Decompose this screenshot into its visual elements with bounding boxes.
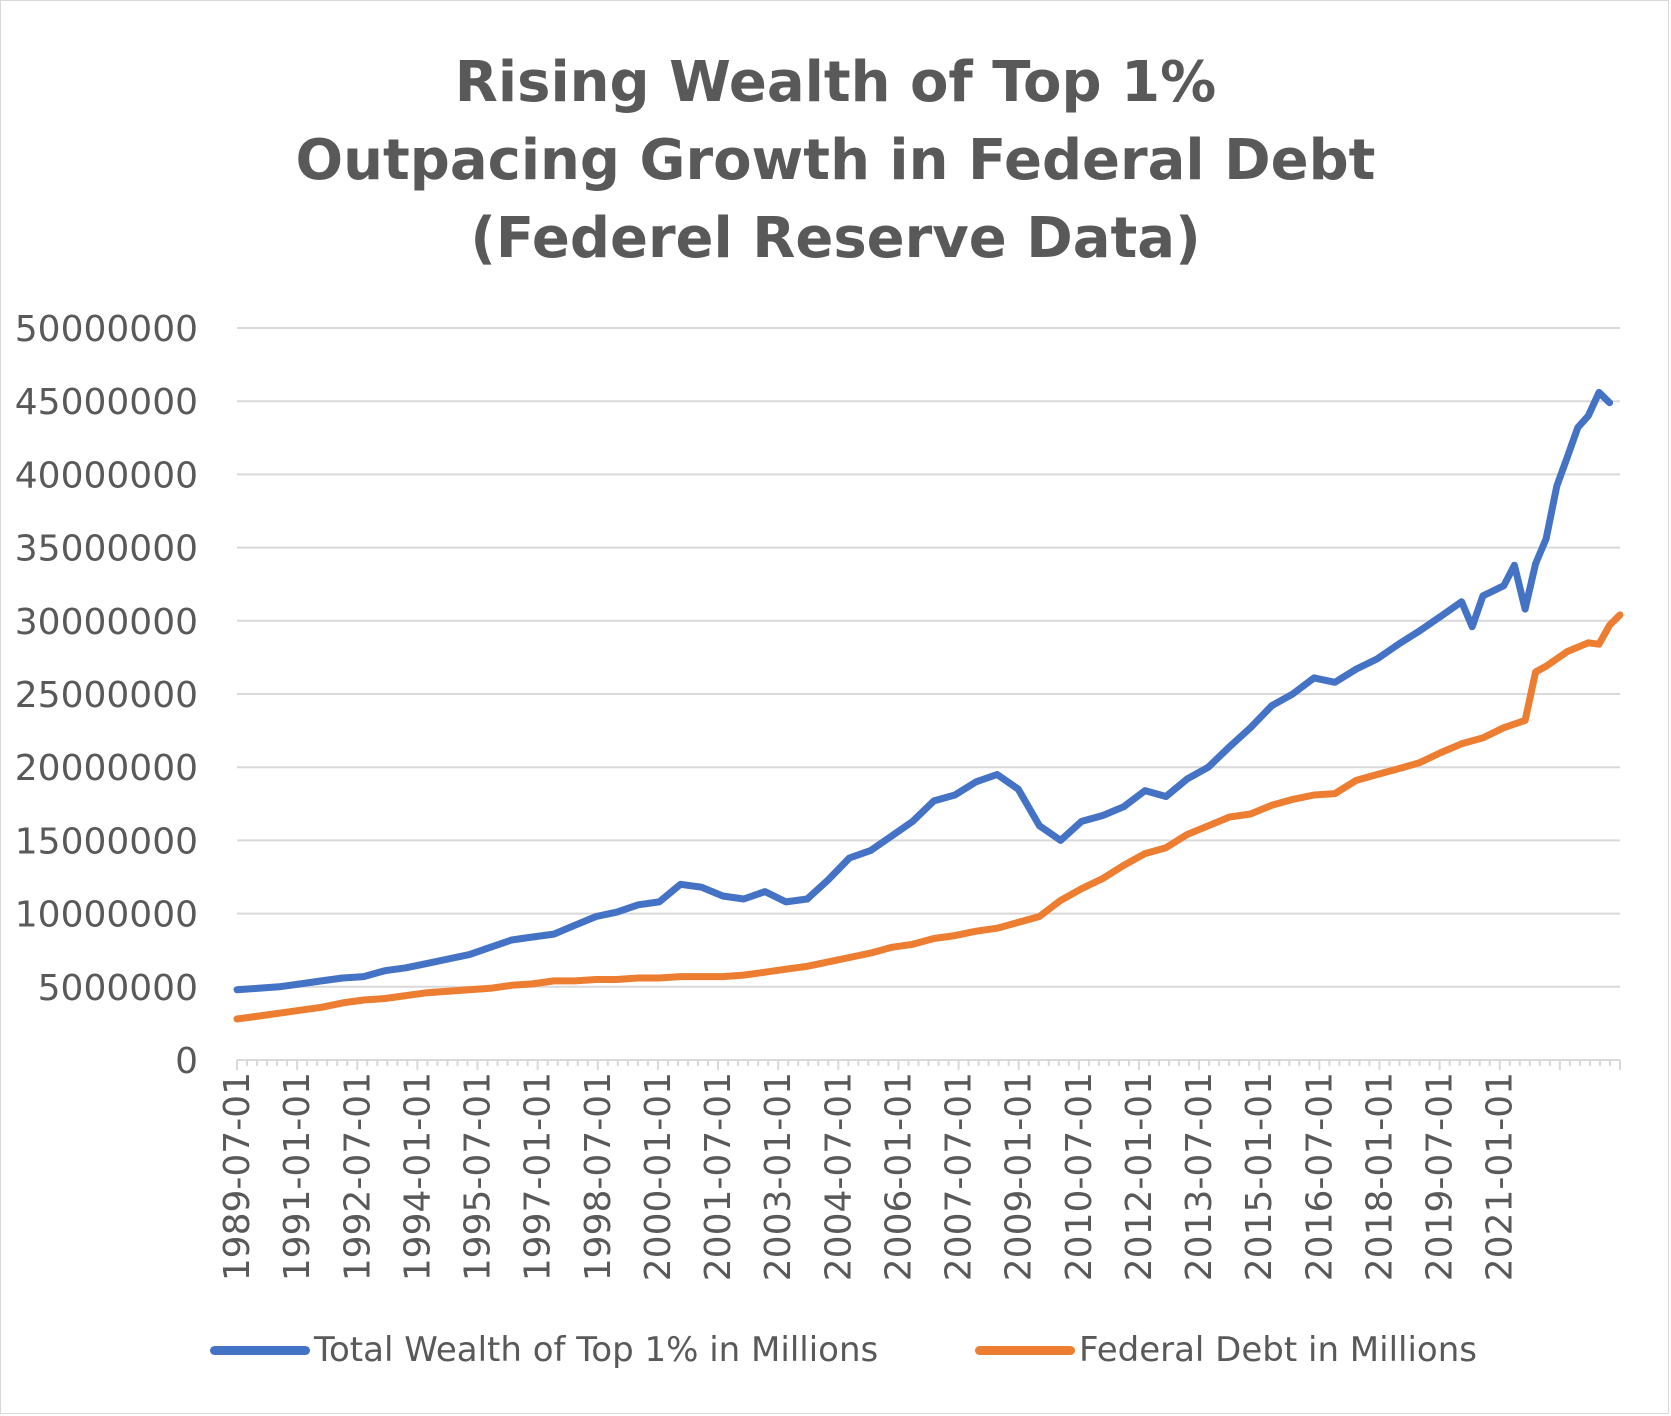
x-axis [236,1059,1621,1070]
gridlines [237,327,1620,988]
x-tick-label: 2019-07-01 [1420,1072,1461,1281]
y-tick-label: 30000000 [15,602,198,643]
x-tick-label: 1994-01-01 [397,1072,438,1281]
x-tick-label: 2006-01-01 [878,1072,919,1281]
y-tick-label: 5000000 [38,968,198,1009]
x-axis-labels: 1989-07-01 1991-01-01 1992-07-01 1994-01-01… [217,1072,1521,1281]
x-tick-label: 2003-01-01 [758,1072,799,1281]
y-tick-label: 45000000 [15,382,198,423]
legend-label-top-1-wealth: Total Wealth of Top 1% in Millions [314,1330,879,1370]
x-tick-label: 1989-07-01 [217,1072,258,1281]
y-tick-label: 20000000 [15,748,198,789]
x-tick-label: 2016-07-01 [1299,1072,1340,1281]
legend-swatch-federal-debt [975,1345,1075,1355]
series-lines [233,388,1624,1023]
y-tick-label: 35000000 [15,529,198,570]
x-tick-label: 2012-01-01 [1119,1072,1160,1281]
x-tick-label: 2018-01-01 [1359,1072,1400,1281]
x-tick-label: 2007-07-01 [939,1072,980,1281]
x-tick-label: 1995-07-01 [458,1072,499,1281]
y-tick-label: 0 [175,1041,198,1082]
y-tick-label: 10000000 [15,895,198,936]
legend: Total Wealth of Top 1% in Millions Feder… [0,1320,1671,1380]
legend-label-federal-debt: Federal Debt in Millions [1079,1330,1477,1370]
chart-title-line-3: (Federel Reserve Data) [470,206,1201,271]
x-tick-label: 2015-01-01 [1239,1072,1280,1281]
x-tick-label: 1991-01-01 [277,1072,318,1281]
x-tick-label: 2004-07-01 [818,1072,859,1281]
legend-item-federal-debt: Federal Debt in Millions [975,1320,1477,1380]
legend-swatch-top-1-wealth [210,1345,310,1355]
x-tick-label: 2013-07-01 [1179,1072,1220,1281]
y-axis-labels: 5000000045000000400000003500000030000000… [15,309,198,1082]
x-tick-label: 2009-01-01 [999,1072,1040,1281]
y-tick-label: 15000000 [15,821,198,862]
chart-title-line-1: Rising Wealth of Top 1% [454,50,1217,115]
x-tick-label: 2001-07-01 [698,1072,739,1281]
legend-item-top-1-wealth: Total Wealth of Top 1% in Millions [210,1320,878,1380]
y-tick-label: 25000000 [15,675,198,716]
y-tick-label: 40000000 [15,455,198,496]
y-tick-label: 50000000 [15,309,198,350]
series-line-top-1-wealth [233,388,1614,994]
x-tick-label: 2000-01-01 [638,1072,679,1281]
x-tick-label: 1998-07-01 [578,1072,619,1281]
x-tick-label: 2021-01-01 [1480,1072,1521,1281]
chart-title-line-2: Outpacing Growth in Federal Debt [295,128,1376,193]
x-tick-label: 2010-07-01 [1059,1072,1100,1281]
series-line-federal-debt [233,611,1624,1023]
x-tick-label: 1997-01-01 [518,1072,559,1281]
x-tick-label: 1992-07-01 [337,1072,378,1281]
chart-title: Rising Wealth of Top 1% Outpacing Growth… [0,44,1671,278]
